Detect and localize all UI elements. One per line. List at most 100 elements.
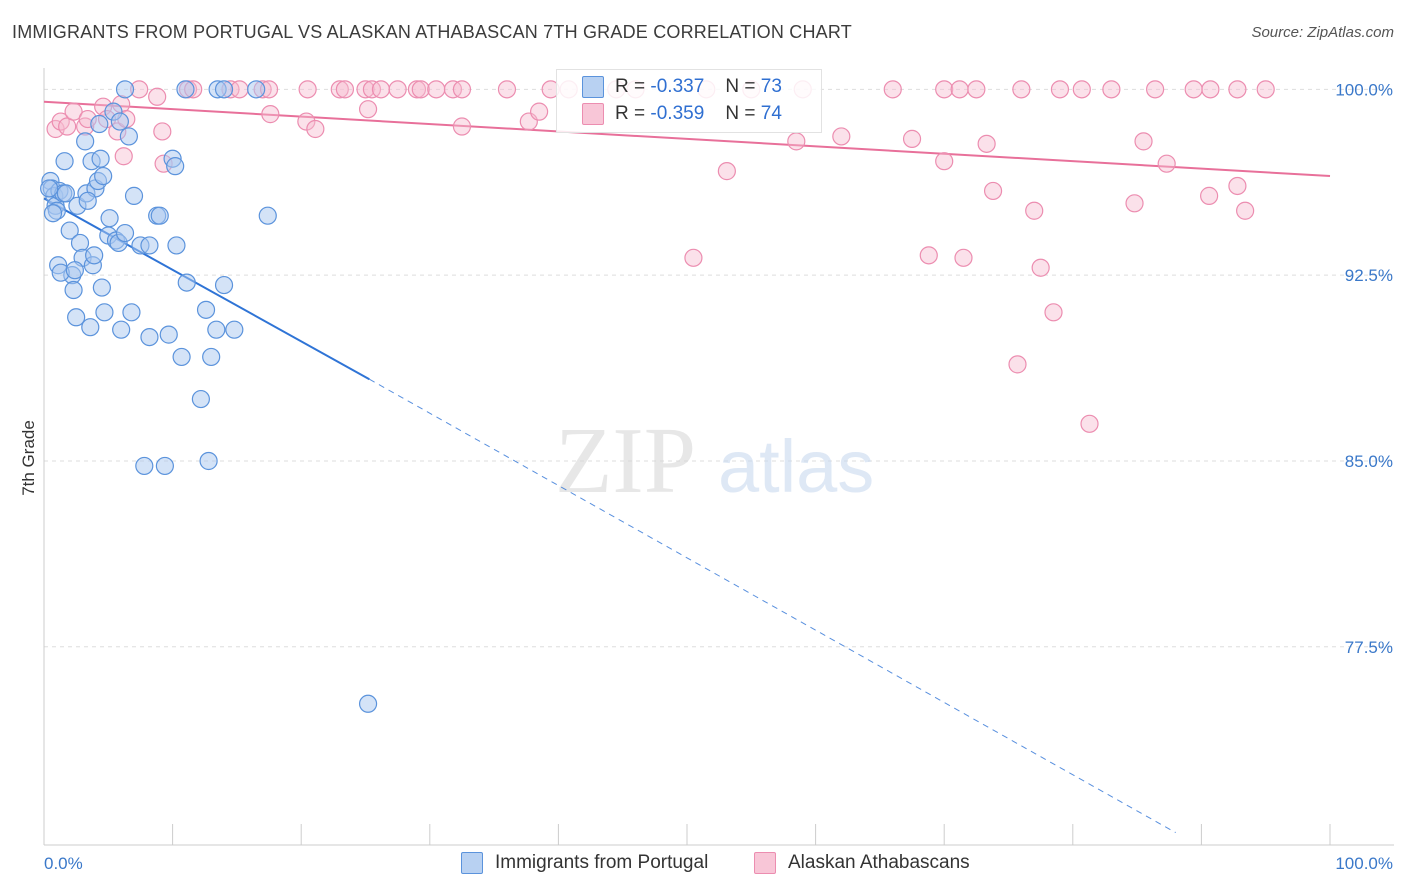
series-alaskan-athabascans: [46, 80, 1275, 433]
data-point-portugal: [64, 280, 83, 300]
data-point-portugal: [358, 694, 378, 713]
data-point-portugal: [176, 80, 195, 99]
data-point-portugal: [92, 278, 111, 297]
axis-labels: 100.0% 92.5% 85.0% 77.5% 0.0% 100.0% 7th Grade: [19, 80, 1393, 873]
data-point-portugal: [119, 127, 138, 146]
data-point-athabascan: [1228, 80, 1247, 99]
data-point-portugal: [56, 184, 75, 203]
data-point-athabascan: [452, 117, 472, 136]
data-point-athabascan: [427, 80, 446, 99]
data-point-athabascan: [1050, 80, 1070, 99]
data-point-portugal: [214, 275, 234, 295]
data-point-portugal: [91, 149, 110, 168]
bottom-legend-athabascan: Alaskan Athabascans: [754, 852, 970, 874]
data-point-athabascan: [356, 80, 375, 99]
watermark-zip: ZIP: [555, 409, 696, 513]
data-point-portugal: [112, 320, 131, 339]
bottom-legend-portugal: Immigrants from Portugal: [461, 852, 708, 874]
data-point-athabascan: [407, 80, 427, 99]
data-point-portugal: [150, 206, 169, 225]
data-point-athabascan: [1200, 186, 1219, 205]
y-tick-label: 92.5%: [1345, 266, 1393, 285]
data-point-portugal: [172, 347, 191, 367]
data-point-athabascan: [983, 181, 1003, 201]
data-point-athabascan: [1256, 80, 1275, 99]
data-point-portugal: [140, 236, 159, 255]
data-point-athabascan: [902, 129, 922, 148]
data-point-athabascan: [1125, 194, 1144, 213]
y-axis-label: 7th Grade: [19, 420, 38, 496]
trendline-portugal-extrapolated: [369, 378, 1176, 834]
data-point-portugal: [122, 303, 141, 322]
data-point-portugal: [196, 300, 216, 319]
trendline-portugal: [43, 197, 370, 381]
legend-n-label: N =: [725, 103, 756, 124]
data-point-portugal: [110, 112, 129, 131]
data-point-portugal: [100, 209, 119, 228]
data-point-athabascan: [1201, 80, 1220, 99]
data-point-portugal: [167, 236, 186, 255]
data-point-athabascan: [64, 102, 83, 121]
data-point-athabascan: [358, 100, 378, 119]
data-point-portugal: [65, 261, 84, 280]
data-point-athabascan: [935, 80, 954, 99]
x-tick-label: 0.0%: [44, 854, 83, 873]
data-point-athabascan: [1102, 80, 1121, 99]
data-point-athabascan: [1012, 80, 1031, 99]
data-point-portugal: [258, 206, 277, 225]
legend-swatch-pink: [582, 103, 604, 125]
y-tick-label: 100.0%: [1335, 80, 1393, 99]
data-point-portugal: [199, 451, 218, 471]
data-point-athabascan: [1157, 154, 1176, 173]
data-point-athabascan: [261, 105, 280, 124]
data-point-athabascan: [114, 147, 133, 166]
data-point-portugal: [78, 191, 97, 210]
legend: R = -0.337 N = 73 R = -0.359 N = 74: [556, 69, 822, 133]
data-point-athabascan: [1044, 303, 1063, 322]
data-point-portugal: [159, 325, 178, 344]
data-point-athabascan: [717, 162, 736, 181]
data-point-portugal: [76, 132, 95, 151]
data-point-portugal: [155, 456, 174, 476]
data-point-portugal: [177, 273, 196, 292]
data-point-portugal: [85, 246, 104, 265]
data-point-portugal: [191, 389, 210, 409]
data-point-portugal: [124, 186, 144, 205]
watermark-atlas: atlas: [718, 425, 874, 508]
data-point-athabascan: [1184, 80, 1203, 99]
trendline-athabascan: [43, 100, 1331, 178]
bottom-legend-label: Alaskan Athabascans: [788, 852, 970, 873]
legend-n-label: N =: [725, 76, 756, 97]
data-point-athabascan: [1134, 132, 1153, 151]
data-point-athabascan: [530, 102, 549, 121]
source-label: Source: ZipAtlas.com: [1251, 24, 1394, 41]
data-point-athabascan: [371, 80, 391, 99]
data-point-athabascan: [148, 87, 167, 106]
data-point-portugal: [115, 80, 135, 99]
data-point-portugal: [95, 303, 114, 322]
legend-n-value: 73: [760, 76, 782, 97]
data-point-athabascan: [1228, 176, 1247, 196]
data-point-athabascan: [787, 132, 806, 151]
data-point-portugal: [40, 179, 59, 198]
data-point-athabascan: [1072, 80, 1091, 99]
data-point-portugal: [207, 320, 226, 339]
data-point-athabascan: [919, 246, 938, 265]
chart-title: IMMIGRANTS FROM PORTUGAL VS ALASKAN ATHA…: [12, 22, 852, 42]
data-point-athabascan: [153, 122, 172, 141]
data-point-portugal: [55, 152, 74, 171]
legend-r-value: -0.337: [650, 76, 705, 97]
data-point-athabascan: [411, 80, 430, 99]
data-point-portugal: [60, 221, 79, 240]
data-point-portugal: [202, 347, 221, 367]
data-point-athabascan: [684, 248, 703, 267]
watermark: ZIP atlas: [555, 409, 874, 513]
data-point-athabascan: [230, 80, 249, 99]
data-point-athabascan: [977, 134, 996, 153]
data-point-portugal: [225, 320, 244, 339]
legend-swatch-blue: [582, 76, 604, 98]
data-point-portugal: [166, 157, 185, 176]
data-point-athabascan: [497, 80, 517, 99]
data-point-athabascan: [388, 80, 407, 99]
